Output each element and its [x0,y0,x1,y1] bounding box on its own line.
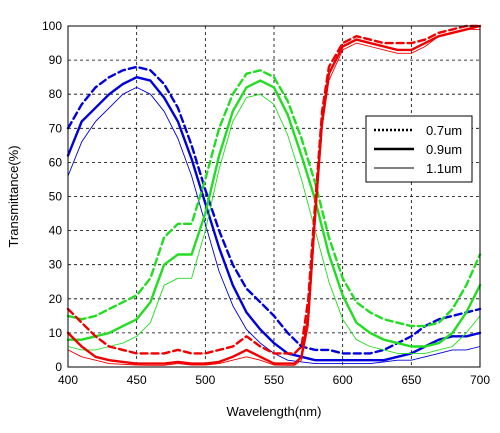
x-tick-label: 500 [195,373,215,387]
y-axis-label: Transmittance(%) [6,145,21,247]
blue-dashed-series-line [66,65,482,355]
red-thin-series-line [67,28,481,366]
x-axis-label: Wavelength(nm) [227,404,322,419]
series-layer [66,24,482,366]
y-tick-label: 50 [49,190,63,204]
tick-labels: 400 450 500 550 600 650 700 0 10 20 30 40 50 60 70 80 90… [42,19,490,387]
y-tick-label: 90 [49,53,63,67]
y-tick-label: 20 [49,292,63,306]
x-tick-label: 600 [333,373,353,387]
green-thin-series-line [67,93,481,354]
x-tick-label: 450 [127,373,147,387]
x-tick-label: 700 [470,373,490,387]
y-tick-label: 30 [49,258,63,272]
y-tick-label: 80 [49,87,63,101]
green-dashed-series-line [66,69,482,328]
plot-frame [67,25,481,368]
red-thick-series-line [66,24,482,365]
y-tick-label: 60 [49,155,63,169]
y-tick-label: 70 [49,121,63,135]
legend-label: 0.7um [426,123,462,138]
y-tick-label: 0 [55,360,62,374]
legend: 0.7um 0.9um 1.1um [365,115,473,183]
x-tick-label: 650 [401,373,421,387]
x-tick-label: 400 [58,373,78,387]
green-thick-series-line [66,79,482,348]
y-tick-label: 40 [49,224,63,238]
y-tick-label: 100 [42,19,62,33]
legend-label: 1.1um [426,161,462,176]
legend-label: 0.9um [426,142,462,157]
red-dashed-series-line [66,24,482,355]
x-tick-label: 550 [264,373,284,387]
y-tick-label: 10 [49,326,63,340]
